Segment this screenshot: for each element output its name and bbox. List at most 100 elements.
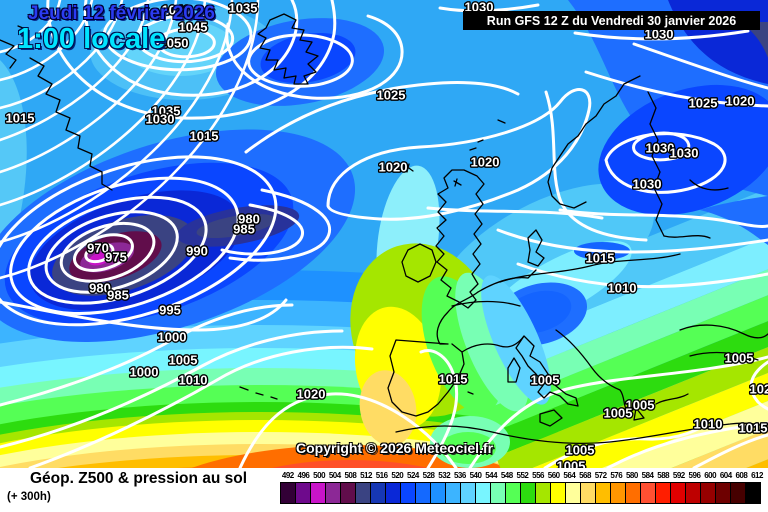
pressure-label: 1015 (190, 129, 219, 144)
map-title: Géop. Z500 & pression au sol (30, 470, 248, 487)
isobar-contours (0, 0, 768, 468)
pressure-label: 1020 (726, 94, 755, 109)
legend-value: 528 (422, 471, 435, 480)
pressure-label: 1010 (694, 417, 723, 432)
pressure-label: 1015 (586, 251, 615, 266)
legend-swatch (685, 482, 701, 504)
copyright-label: Copyright © 2026 Meteociel.fr (296, 440, 494, 456)
legend-value: 492 (281, 471, 294, 480)
legend-swatch (670, 482, 686, 504)
legend-swatch (415, 482, 431, 504)
legend-swatch (700, 482, 716, 504)
pressure-label: 1030 (633, 177, 662, 192)
legend-swatch (490, 482, 506, 504)
legend-value: 612 (751, 471, 763, 480)
legend-swatch (535, 482, 551, 504)
legend-value: 556 (532, 471, 544, 480)
model-run-label: Run GFS 12 Z du Vendredi 30 janvier 2026 (486, 13, 737, 28)
legend-value: 552 (516, 471, 529, 480)
pressure-label: 1030 (646, 141, 675, 156)
legend-swatch (595, 482, 611, 504)
pressure-label: 1030 (670, 146, 699, 161)
pressure-label: 1050 (160, 36, 189, 51)
legend-swatch (280, 482, 296, 504)
pressure-label: 1020 (297, 387, 326, 402)
pressure-label: 1005 (566, 443, 595, 458)
legend-swatch (310, 482, 326, 504)
pressure-label: 1035 (152, 104, 181, 119)
legend-swatch (460, 482, 476, 504)
legend-swatch (640, 482, 656, 504)
legend-value: 600 (704, 471, 717, 480)
legend-swatch (550, 482, 566, 504)
pressure-label: 985 (107, 288, 129, 303)
color-scale-legend: 492 496 500 504 508 512 516 520 524 528 532 536 540 5… (280, 471, 765, 504)
legend-value: 568 (579, 471, 591, 480)
legend-value: 548 (500, 471, 513, 480)
pressure-label: 1020 (379, 160, 408, 175)
legend-swatch (295, 482, 311, 504)
legend-swatches (280, 482, 765, 504)
legend-value: 500 (313, 471, 326, 480)
pressure-label: 1040 (162, 3, 191, 18)
pressure-label: 995 (159, 303, 181, 318)
legend-value: 564 (563, 471, 576, 480)
pressure-label: 1020 (471, 155, 500, 170)
legend-swatch (625, 482, 641, 504)
pressure-label: 1005 (626, 398, 655, 413)
legend-value: 504 (328, 471, 341, 480)
pressure-label: 1005 (604, 406, 633, 421)
legend-value: 560 (547, 471, 560, 480)
legend-value: 516 (375, 471, 388, 480)
legend-swatch (370, 482, 386, 504)
pressure-label: 1005 (725, 351, 754, 366)
legend-swatch (355, 482, 371, 504)
pressure-label: 1020 (750, 382, 768, 397)
legend-value: 592 (672, 471, 685, 480)
legend-swatch (325, 482, 341, 504)
legend-swatch (730, 482, 746, 504)
coastlines (0, 13, 768, 445)
pressure-label: 990 (186, 244, 208, 259)
valid-date-label: Jeudi 12 février 2026 (28, 3, 215, 24)
legend-swatch (505, 482, 521, 504)
pressure-label: 975 (105, 250, 127, 265)
legend-swatch (445, 482, 461, 504)
pressure-label: 1010 (608, 281, 637, 296)
pressure-label: 1005 (531, 373, 560, 388)
valid-time-label: 1:00 locale (17, 23, 166, 55)
pressure-label: 980 (89, 281, 111, 296)
pressure-label: 1015 (439, 372, 468, 387)
pressure-label: 1015 (739, 421, 768, 436)
legend-swatch (475, 482, 491, 504)
legend-swatch (610, 482, 626, 504)
legend-swatch (580, 482, 596, 504)
pressure-label: 1030 (146, 112, 175, 127)
map-forecast-hour: (+ 300h) (7, 491, 51, 503)
legend-value: 576 (610, 471, 623, 480)
legend-swatch (385, 482, 401, 504)
legend-values: 492 496 500 504 508 512 516 520 524 528 532 536 540 5… (280, 471, 765, 480)
pressure-label: 1025 (689, 96, 718, 111)
legend-value: 604 (719, 471, 732, 480)
legend-value: 588 (657, 471, 670, 480)
legend-swatch (400, 482, 416, 504)
pressure-label: 985 (233, 222, 255, 237)
legend-value: 544 (485, 471, 498, 480)
pressure-label: 1035 (229, 1, 258, 16)
model-run-box: Run GFS 12 Z du Vendredi 30 janvier 2026 (463, 11, 760, 30)
pressure-label: 970 (87, 241, 109, 256)
legend-swatch (430, 482, 446, 504)
legend-swatch (715, 482, 731, 504)
pressure-label: 1000 (158, 330, 187, 345)
footer-band: Géop. Z500 & pression au sol (+ 300h) 49… (0, 468, 768, 512)
legend-value: 508 (344, 471, 357, 480)
pressure-label: 1005 (169, 353, 198, 368)
legend-swatch (565, 482, 581, 504)
legend-swatch (520, 482, 536, 504)
legend-value: 572 (594, 471, 607, 480)
legend-value: 540 (469, 471, 482, 480)
pressure-label: 1010 (179, 373, 208, 388)
